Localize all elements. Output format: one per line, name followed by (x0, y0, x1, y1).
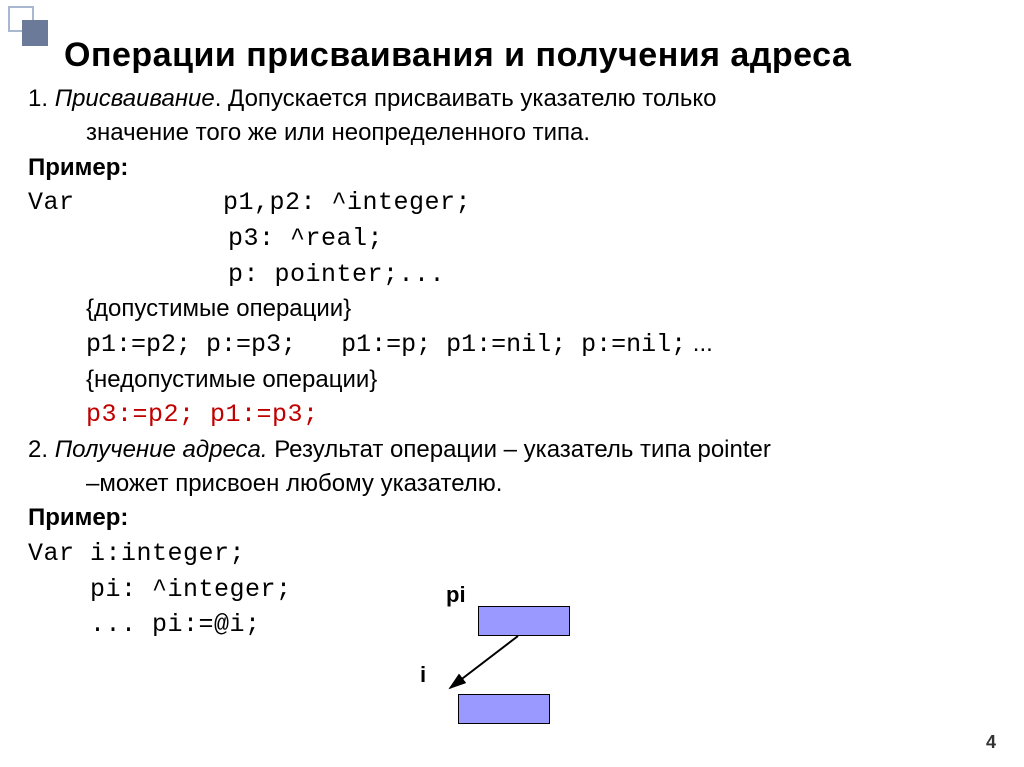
para-2: значение того же или неопределенного тип… (28, 117, 996, 149)
text-3a: 2. (28, 436, 55, 463)
text-1a: 1. (28, 85, 55, 112)
diagram-arrow (428, 584, 628, 744)
slide-title: Операции присваивания и получения адреса (64, 0, 1024, 75)
diagram-label-i: i (420, 662, 426, 688)
allowed-label: {допустимые операции} (28, 293, 996, 325)
para-4: –может присвоен любому указателю. (28, 468, 996, 500)
code-ops1a: p1:=p2; p:=p3; (86, 330, 296, 359)
code-var4: Var i:integer; (28, 537, 996, 571)
code-var2: p3: ^real; (28, 222, 996, 256)
code-ops1b-pad (296, 330, 341, 359)
code-var1: Varp1,p2: ^integer; (28, 186, 996, 220)
code-var3: p: pointer;... (28, 258, 996, 292)
code-ops2: p3:=p2; p1:=p3; (28, 398, 996, 432)
text-1b: Присваивание (55, 85, 215, 112)
para-3: 2. Получение адреса. Результат операции … (28, 434, 996, 466)
example-2-label: Пример: (28, 502, 996, 534)
pointer-diagram: pi i (428, 584, 628, 744)
code-ops1c: ... (693, 330, 713, 357)
slide-content: 1. Присваивание. Допускается присваивать… (0, 75, 1024, 642)
para-1: 1. Присваивание. Допускается присваивать… (28, 83, 996, 115)
example-1-label: Пример: (28, 152, 996, 184)
disallowed-label: {недопустимые операции} (28, 364, 996, 396)
text-3c: Результат операции – указатель типа poin… (268, 436, 771, 463)
code-ops1b: p1:=p; p1:=nil; p:=nil; (341, 330, 686, 359)
text-3b: Получение адреса. (55, 436, 268, 463)
code-var1b: p1,p2: ^integer; (223, 188, 471, 217)
page-number: 4 (986, 732, 996, 753)
text-1c: . Допускается присваивать указателю толь… (215, 85, 717, 112)
code-ops1: p1:=p2; p:=p3; p1:=p; p1:=nil; p:=nil; .… (28, 328, 996, 362)
deco-square-fill (22, 20, 48, 46)
code-var1a: Var (28, 186, 223, 220)
